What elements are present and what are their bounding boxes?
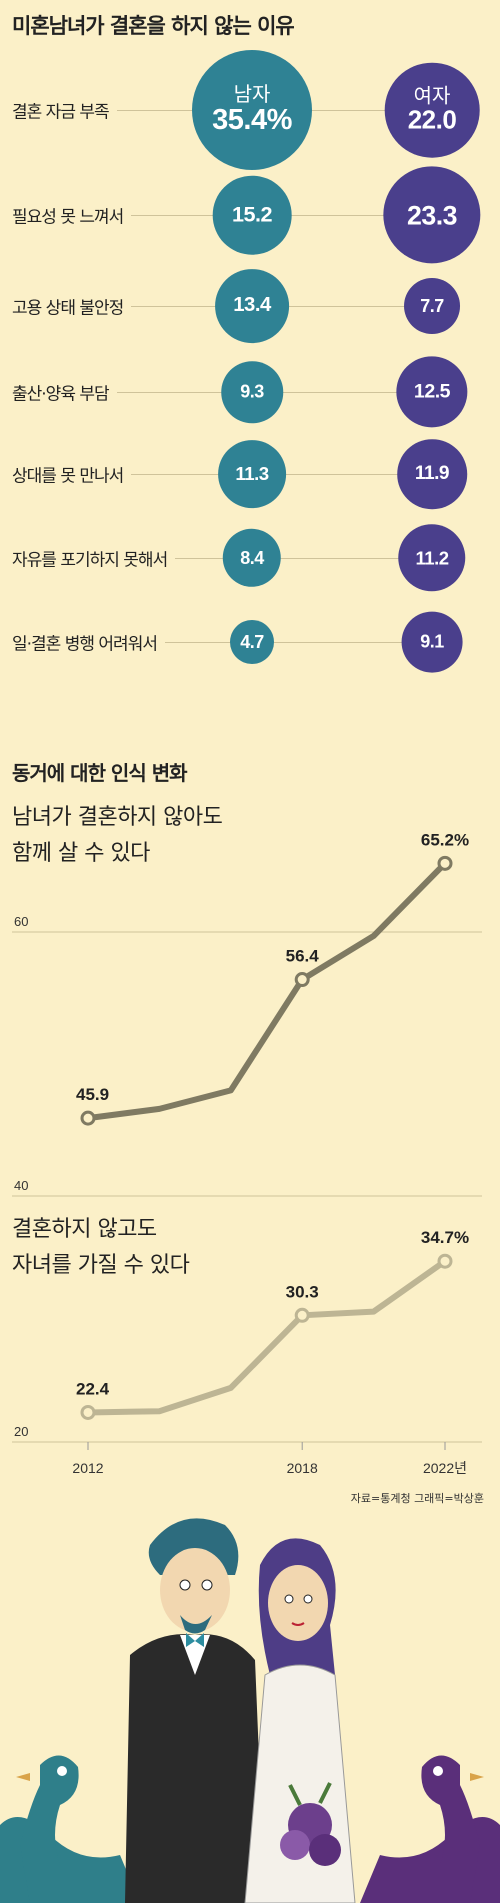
female-bubble: 7.7 [404,278,460,334]
female-bubble: 11.2 [398,524,466,592]
female-value-label: 11.9 [414,462,450,484]
female-legend-label: 여자 [413,83,451,108]
female-value-label: 9.1 [420,631,444,652]
x-tick-label: 2022년 [423,1460,467,1476]
duck-left-icon [0,1755,140,1903]
female-bubble: 9.1 [401,611,463,673]
female-bubble: 여자 22.0 [384,62,480,158]
male-bubble: 13.4 [215,269,289,343]
chart-title-cohabitation: 동거에 대한 인식 변화 [12,761,187,785]
reason-row: 고용 상태 불안정 13.4 7.7 [0,266,500,346]
data-label: 56.4 [286,947,320,966]
duck-right-icon [360,1755,500,1903]
reason-row: 일·결혼 병행 어려워서 4.7 9.1 [0,602,500,682]
y-tick-label: 20 [14,1424,28,1439]
female-value-label: 23.3 [406,199,458,230]
bride-figure [244,1538,356,1903]
male-bubble: 9.3 [221,361,283,423]
male-bubble: 8.4 [222,528,282,588]
reason-label: 상대를 못 만나서 [12,461,132,487]
male-bubble: 4.7 [230,620,274,664]
male-bubble: 남자 35.4% [192,50,312,170]
series-line [87,861,448,1122]
male-value-label: 13.4 [233,294,271,317]
couple-illustration [0,1518,500,1903]
female-value-label: 22.0 [407,104,457,135]
male-value-label: 9.3 [240,381,264,402]
data-label: 34.7% [421,1228,469,1247]
reason-label: 고용 상태 불안정 [12,293,132,319]
reason-label: 결혼 자금 부족 [12,97,117,123]
male-value-label: 4.7 [240,631,264,652]
y-tick-label: 40 [14,1178,28,1193]
data-point [294,1307,310,1323]
reason-label: 출산·양육 부담 [12,379,117,405]
data-point [80,1404,96,1420]
data-label: 65.2% [421,830,469,849]
series-label-cohabit: 남녀가 결혼하지 않아도 함께 살 수 있다 [12,805,223,866]
female-bubble: 11.9 [397,439,467,509]
data-label: 30.3 [286,1282,319,1301]
male-value-label: 15.2 [231,201,273,227]
data-point [80,1110,96,1126]
male-legend-label: 남자 [233,82,271,107]
male-bubble: 15.2 [212,175,292,255]
female-value-label: 12.5 [413,380,451,403]
female-value-label: 7.7 [420,295,444,316]
male-value-label: 35.4% [212,104,292,137]
x-tick-label: 2018 [287,1460,318,1476]
series-line [87,1258,447,1416]
reason-row: 결혼 자금 부족 남자 35.4% 여자 22.0 [0,50,500,170]
groom-figure [125,1518,265,1903]
reasons-bubble-chart: 결혼 자금 부족 남자 35.4% 여자 22.0 필요성 못 느껴서 15.2 23.3 고용… [0,40,500,720]
reason-row: 자유를 포기하지 못해서 8.4 11.2 [0,518,500,598]
data-label: 22.4 [76,1379,110,1398]
male-bubble: 11.3 [218,440,286,508]
reason-label: 필요성 못 느껴서 [12,202,132,228]
reason-row: 상대를 못 만나서 11.3 11.9 [0,434,500,514]
male-value-label: 11.3 [235,463,269,485]
series-label-children: 결혼하지 않고도 자녀를 가질 수 있다 [12,1217,190,1278]
reason-row: 필요성 못 느껴서 15.2 23.3 [0,166,500,264]
data-label: 45.9 [76,1085,109,1104]
reason-label: 자유를 포기하지 못해서 [12,545,176,571]
reason-label: 일·결혼 병행 어려워서 [12,629,165,655]
data-point [437,1253,453,1269]
source-credit: 자료=통계청 그래픽=박상훈 [350,1492,484,1505]
chart-title-reasons: 미혼남녀가 결혼을 하지 않는 이유 [12,14,295,38]
male-value-label: 8.4 [240,547,264,568]
female-bubble: 23.3 [383,166,481,264]
reason-row: 출산·양육 부담 9.3 12.5 [0,352,500,432]
x-tick-label: 2012 [72,1460,103,1476]
data-point [437,855,453,871]
cohabitation-line-chart: 60 40 20 2012 2018 2022년 45.9 56.4 65.2% 22.4 30.3… [12,830,482,1476]
y-tick-label: 60 [14,914,28,929]
female-value-label: 11.2 [415,547,449,569]
data-point [294,972,310,988]
female-bubble: 12.5 [396,356,468,428]
